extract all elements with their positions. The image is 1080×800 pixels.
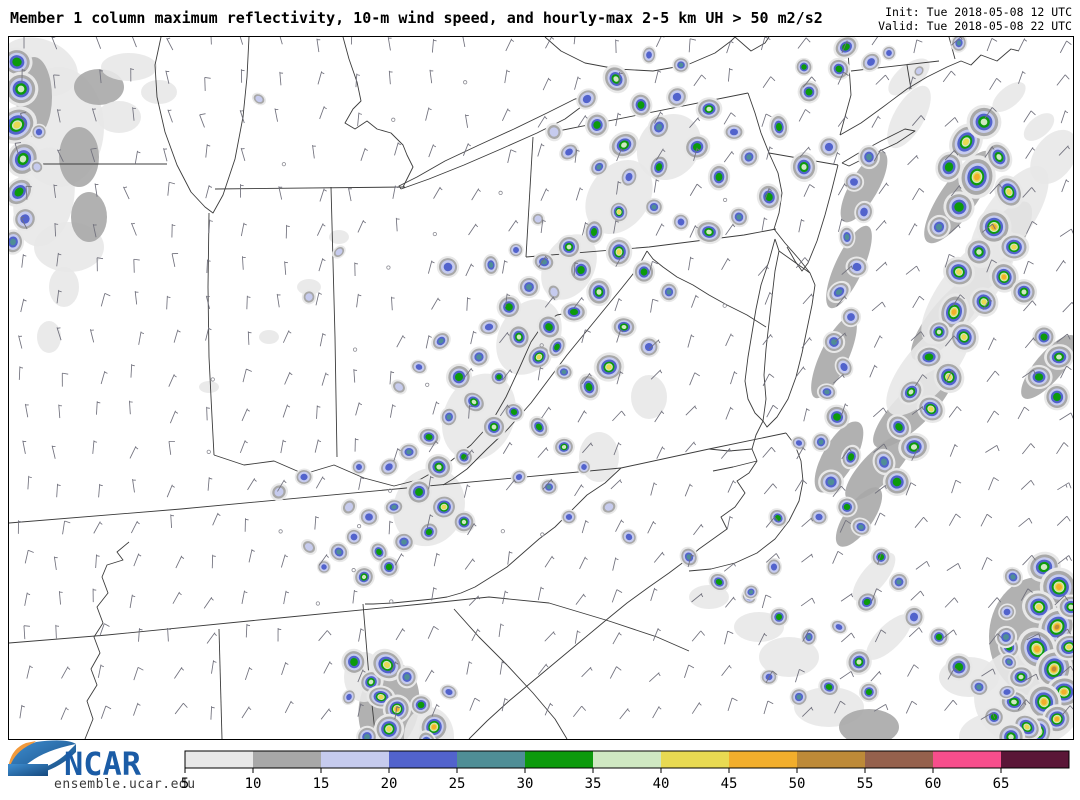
logo-base <box>8 764 48 776</box>
colorbar-tick-label: 30 <box>517 776 534 792</box>
colorbar-tick-label: 10 <box>245 776 262 792</box>
colorbar-tick-label: 35 <box>585 776 602 792</box>
colorbar-segment <box>321 751 389 768</box>
logo-swoosh-blue <box>8 740 76 776</box>
footer: NCAR ensemble.ucar.edu 5 10 15 20 25 30 35 40 45… <box>0 740 1080 800</box>
colorbar-segment <box>457 751 525 768</box>
colorbar-segment <box>933 751 1001 768</box>
colorbar-tick-label: 25 <box>449 776 466 792</box>
title-bar: Member 1 column maximum reflectivity, 10… <box>8 2 1072 34</box>
colorbar-segment <box>865 751 933 768</box>
chart-title: Member 1 column maximum reflectivity, 10… <box>10 9 823 27</box>
colorbar-tick-label: 5 <box>182 776 189 792</box>
colorbar-segment <box>593 751 661 768</box>
colorbar-segment <box>729 751 797 768</box>
colorbar-segment <box>1001 751 1069 768</box>
valid-time: Valid: Tue 2018-05-08 22 UTC <box>878 19 1072 33</box>
run-times: Init: Tue 2018-05-08 12 UTC Valid: Tue 2… <box>878 5 1072 33</box>
ncar-logo: NCAR <box>8 740 142 783</box>
colorbar-segment <box>389 751 457 768</box>
colorbar-tick-label: 60 <box>925 776 942 792</box>
windbarbs-layer <box>14 30 1076 720</box>
colorbar-tick-label: 20 <box>381 776 398 792</box>
reflectivity-map <box>0 30 1080 767</box>
logo-text: NCAR <box>64 745 142 783</box>
colorbar-segment <box>661 751 729 768</box>
colorbar-tick-label: 15 <box>313 776 330 792</box>
colorbar-segment <box>253 751 321 768</box>
colorbar-tick-label: 40 <box>653 776 670 792</box>
map-canvas <box>0 30 1080 767</box>
colorbar: 5 10 15 20 25 30 35 40 45 50 55 60 65 <box>182 750 1070 792</box>
colorbar-tick-label: 50 <box>789 776 806 792</box>
colorbar-segment <box>185 751 253 768</box>
colorbar-segment <box>797 751 865 768</box>
colorbar-tick-label: 45 <box>721 776 738 792</box>
site-url: ensemble.ucar.edu <box>54 777 196 792</box>
borders-layer <box>8 36 1020 742</box>
colorbar-tick-label: 65 <box>993 776 1010 792</box>
colorbar-tick-label: 55 <box>857 776 874 792</box>
colorbar-segment <box>525 751 593 768</box>
init-time: Init: Tue 2018-05-08 12 UTC <box>885 5 1072 19</box>
